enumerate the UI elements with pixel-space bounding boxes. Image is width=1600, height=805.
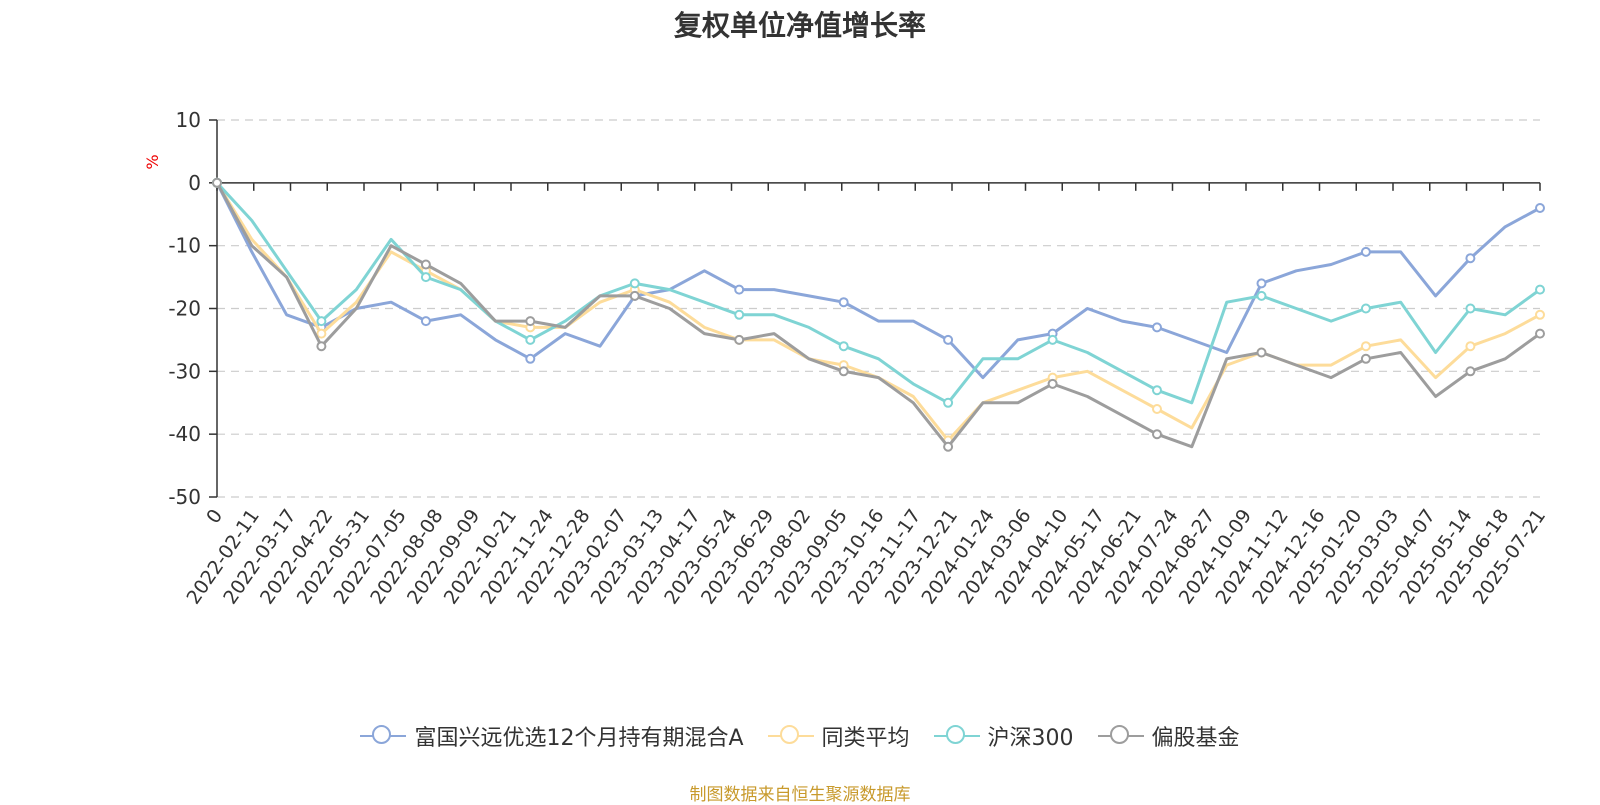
series-point-3 (1152, 429, 1162, 440)
y-tick-label: -20 (168, 297, 201, 321)
series-line-2 (215, 181, 1541, 405)
series-point-3 (629, 290, 640, 301)
series-point-2 (943, 397, 954, 408)
series-line-0 (215, 182, 1541, 380)
legend-item-0[interactable]: 富国兴远优选12个月持有期混合A (360, 720, 744, 752)
series-point-3 (1465, 366, 1476, 377)
y-tick-label: -40 (168, 422, 201, 446)
series-point-0 (943, 334, 954, 345)
legend-item-2[interactable]: 沪深300 (933, 720, 1074, 752)
y-unit-label: % (143, 154, 162, 169)
series-point-2 (420, 272, 431, 283)
series-point-3 (943, 441, 954, 452)
legend-label: 同类平均 (821, 726, 910, 751)
y-tick-label: -10 (168, 234, 201, 258)
series-line-1 (215, 182, 1541, 442)
chart-title: 复权单位净值增长率 (673, 9, 926, 42)
series-point-0 (838, 297, 849, 308)
series-point-2 (838, 341, 849, 352)
series-line-3 (215, 182, 1541, 449)
series-point-0 (1535, 203, 1545, 213)
series-point-3 (1256, 347, 1267, 358)
series-point-3 (212, 177, 222, 188)
series-point-1 (1152, 404, 1162, 414)
legend-item-3[interactable]: 偏股基金 (1097, 720, 1240, 752)
series-point-3 (1535, 328, 1545, 339)
series-point-3 (1360, 353, 1371, 364)
series-point-2 (1465, 303, 1476, 314)
legend: 富国兴远优选12个月持有期混合A 同类平均 沪深300 偏股基金 (0, 720, 1600, 752)
series-point-3 (1047, 378, 1058, 389)
series-point-2 (1047, 334, 1058, 345)
x-tick-label: 0 (202, 505, 227, 528)
source-note: 制图数据来自恒生聚源数据库 (689, 785, 911, 805)
series-point-2 (734, 309, 745, 320)
y-tick-label: 0 (188, 171, 201, 195)
y-tick-label: -30 (168, 359, 201, 383)
series-point-0 (1360, 246, 1371, 257)
legend-label: 富国兴远优选12个月持有期混合A (414, 726, 744, 751)
series-point-3 (734, 334, 745, 345)
series-point-3 (838, 366, 849, 377)
series-point-1 (1535, 309, 1545, 320)
series-point-3 (525, 316, 536, 327)
series-point-2 (316, 316, 327, 327)
axis-layer (209, 119, 1541, 498)
series-point-0 (1465, 253, 1476, 264)
series-point-1 (1360, 341, 1371, 352)
series-point-0 (1256, 278, 1267, 289)
series-point-1 (316, 328, 327, 339)
series-point-3 (420, 259, 431, 270)
series-point-3 (316, 341, 327, 352)
series-point-2 (1152, 385, 1162, 396)
series-point-2 (629, 278, 640, 289)
legend-item-1[interactable]: 同类平均 (767, 720, 910, 752)
y-tick-label: -50 (168, 485, 201, 509)
legend-label: 偏股基金 (1151, 726, 1240, 751)
series-point-2 (1535, 284, 1545, 295)
series-point-0 (420, 316, 431, 327)
legend-line-circle-icon (1097, 724, 1144, 748)
series-layer (212, 177, 1545, 452)
legend-label: 沪深300 (987, 726, 1074, 751)
y-tick-label: 10 (176, 108, 201, 132)
series-point-0 (734, 284, 745, 295)
legend-line-circle-icon (360, 724, 407, 748)
series-point-2 (1360, 303, 1371, 314)
series-point-1 (1465, 341, 1476, 352)
series-point-2 (1256, 290, 1267, 301)
legend-line-circle-icon (933, 724, 980, 748)
series-point-0 (1152, 322, 1162, 333)
series-point-0 (525, 353, 536, 364)
series-point-2 (525, 334, 536, 345)
legend-line-circle-icon (767, 724, 814, 748)
grid-layer (217, 119, 1540, 498)
